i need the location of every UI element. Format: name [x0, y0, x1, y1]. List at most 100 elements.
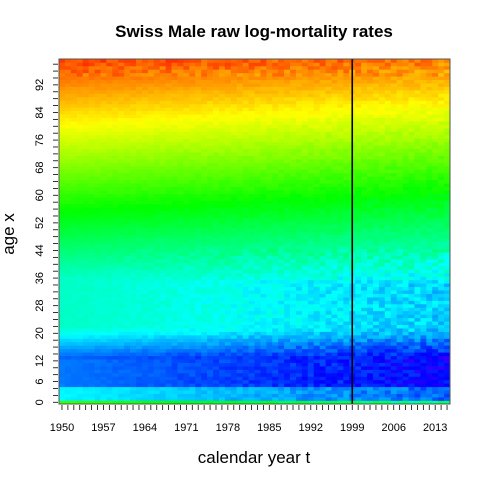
heatmap-cell	[213, 155, 220, 160]
heatmap-cell	[147, 355, 155, 360]
heatmap-cell	[230, 86, 238, 91]
heatmap-cell	[183, 193, 190, 198]
heatmap-cell	[171, 79, 178, 84]
heatmap-cell	[177, 76, 184, 81]
heatmap-cell	[189, 252, 196, 256]
heatmap-cell	[100, 72, 107, 77]
heatmap-cell	[118, 200, 125, 205]
heatmap-cell	[248, 62, 255, 67]
heatmap-cell	[70, 369, 78, 374]
heatmap-cell	[242, 262, 249, 267]
heatmap-cell	[70, 293, 78, 298]
heatmap-cell	[82, 328, 89, 332]
heatmap-cell	[177, 93, 184, 98]
heatmap-cell	[301, 107, 309, 112]
heatmap-cell	[290, 86, 297, 91]
heatmap-cell	[106, 145, 113, 150]
heatmap-cell	[112, 269, 119, 274]
heatmap-cell	[295, 186, 303, 191]
heatmap-cell	[266, 228, 273, 232]
heatmap-cell	[307, 393, 315, 398]
heatmap-cell	[313, 348, 321, 353]
heatmap-cell	[100, 266, 107, 270]
heatmap-cell	[319, 283, 326, 288]
heatmap-cell	[290, 90, 297, 94]
heatmap-cell	[159, 117, 166, 122]
heatmap-cell	[248, 214, 255, 219]
heatmap-cell	[82, 379, 89, 384]
heatmap-cell	[213, 366, 220, 370]
heatmap-cell	[130, 145, 137, 150]
heatmap-cell	[82, 279, 89, 284]
heatmap-cell	[82, 369, 89, 374]
heatmap-cell	[153, 193, 161, 198]
heatmap-cell	[301, 207, 309, 212]
heatmap-cell	[254, 352, 261, 357]
heatmap-cell	[64, 128, 72, 132]
heatmap-cell	[183, 155, 190, 160]
heatmap-cell	[236, 283, 243, 288]
heatmap-cell	[118, 134, 125, 139]
heatmap-cell	[213, 93, 220, 98]
heatmap-cell	[290, 341, 297, 346]
heatmap-cell	[136, 214, 143, 219]
heatmap-cell	[189, 83, 196, 87]
heatmap-cell	[141, 128, 149, 132]
heatmap-cell	[213, 107, 220, 112]
heatmap-cell	[295, 307, 303, 312]
heatmap-cell	[307, 231, 315, 236]
heatmap-cell	[337, 397, 344, 401]
heatmap-cell	[254, 86, 261, 91]
heatmap-cell	[70, 314, 78, 319]
heatmap-cell	[189, 96, 196, 101]
heatmap-cell	[147, 93, 155, 98]
heatmap-cell	[284, 96, 291, 101]
heatmap-cell	[254, 179, 261, 184]
heatmap-cell	[112, 241, 119, 246]
heatmap-cell	[236, 231, 243, 236]
heatmap-cell	[165, 165, 172, 170]
heatmap-cell	[331, 393, 338, 398]
heatmap-cell	[230, 286, 238, 291]
heatmap-cell	[201, 217, 208, 222]
heatmap-cell	[70, 355, 78, 360]
heatmap-cell	[224, 200, 232, 205]
heatmap-cell	[236, 176, 243, 181]
heatmap-cell	[153, 148, 161, 153]
heatmap-cell	[218, 117, 226, 122]
heatmap-cell	[343, 314, 350, 319]
heatmap-cell	[230, 390, 238, 394]
heatmap-cell	[100, 348, 107, 353]
heatmap-cell	[100, 283, 107, 288]
heatmap-cell	[130, 297, 137, 301]
heatmap-cell	[313, 283, 321, 288]
heatmap-cell	[64, 145, 72, 150]
heatmap-cell	[183, 172, 190, 177]
heatmap-cell	[59, 231, 66, 236]
heatmap-cell	[100, 183, 107, 187]
heatmap-cell	[319, 107, 326, 112]
heatmap-cell	[195, 231, 202, 236]
heatmap-cell	[272, 69, 279, 74]
heatmap-cell	[147, 228, 155, 232]
heatmap-cell	[177, 379, 184, 384]
heatmap-cell	[278, 169, 285, 174]
heatmap-cell	[230, 300, 238, 305]
heatmap-cell	[189, 352, 196, 357]
heatmap-cell	[337, 379, 344, 384]
heatmap-cell	[284, 221, 291, 225]
heatmap-cell	[124, 234, 131, 239]
heatmap-cell	[295, 262, 303, 267]
heatmap-cell	[94, 96, 101, 101]
heatmap-cell	[124, 114, 131, 118]
heatmap-cell	[141, 245, 149, 250]
heatmap-cell	[331, 131, 338, 136]
heatmap-cell	[260, 214, 267, 219]
heatmap-cell	[100, 96, 107, 101]
heatmap-cell	[118, 172, 125, 177]
heatmap-cell	[165, 338, 172, 343]
heatmap-cell	[183, 234, 190, 239]
heatmap-cell	[248, 231, 255, 236]
heatmap-cell	[213, 96, 220, 101]
heatmap-cell	[183, 272, 190, 277]
